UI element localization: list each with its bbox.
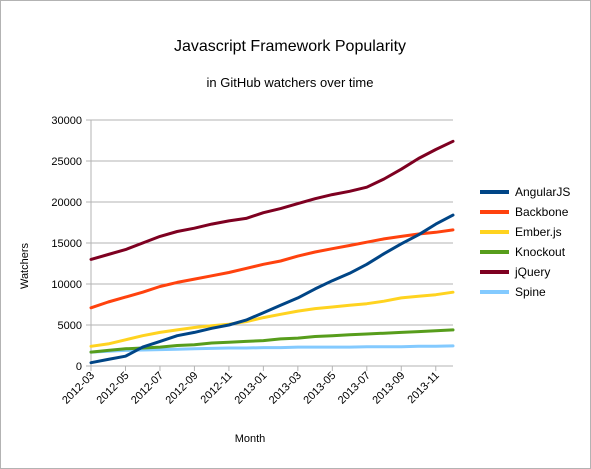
y-tick-label: 10000 (51, 279, 82, 291)
legend-label: Ember.js (515, 225, 562, 239)
series-line-ember-js (89, 290, 455, 348)
y-tick-label: 5000 (58, 320, 82, 332)
legend-label: Spine (515, 285, 546, 299)
legend: AngularJS Backbone Ember.js Knockout jQuery S… (480, 185, 570, 299)
legend-label: AngularJS (515, 185, 570, 199)
y-tick-label: 15000 (51, 238, 82, 250)
legend-label: jQuery (514, 265, 550, 279)
y-axis-label: Watchers (19, 242, 31, 289)
x-tick-label: 2013-11 (405, 370, 441, 406)
x-tick-label: 2013-03 (267, 370, 304, 407)
series-line-knockout (89, 328, 455, 354)
x-tick-label: 2012-11 (199, 370, 235, 406)
x-tick-label: 2012-07 (129, 370, 166, 407)
y-tick-label: 20000 (51, 197, 82, 209)
y-tick-label: 0 (76, 361, 82, 373)
x-tick-label: 2012-03 (60, 370, 97, 407)
legend-label: Knockout (515, 245, 566, 259)
legend-label: Backbone (515, 205, 569, 219)
x-tick-label: 2013-05 (301, 370, 338, 407)
y-tick-label: 25000 (51, 156, 82, 168)
y-tick-labels: 0 5000 10000 15000 20000 25000 30000 (51, 115, 82, 373)
series-line-angularjs (89, 213, 455, 365)
grid-lines (86, 119, 453, 367)
chart-title: Javascript Framework Popularity (174, 38, 406, 55)
axes (90, 120, 453, 371)
x-tick-label: 2013-01 (232, 370, 269, 407)
x-axis-label: Month (235, 433, 266, 445)
x-tick-labels: 2012-032012-052012-072012-092012-112013-… (60, 370, 442, 407)
series-line-jquery (89, 139, 455, 261)
chart-subtitle: in GitHub watchers over time (207, 75, 374, 90)
x-tick-label: 2012-05 (95, 370, 132, 407)
series-lines (89, 139, 455, 365)
x-tick-label: 2013-09 (370, 370, 407, 407)
x-tick-label: 2013-07 (336, 370, 373, 407)
y-tick-label: 30000 (51, 115, 82, 127)
x-tick-label: 2012-09 (164, 370, 201, 407)
series-line-spine (89, 344, 455, 354)
series-line-backbone (89, 228, 455, 310)
